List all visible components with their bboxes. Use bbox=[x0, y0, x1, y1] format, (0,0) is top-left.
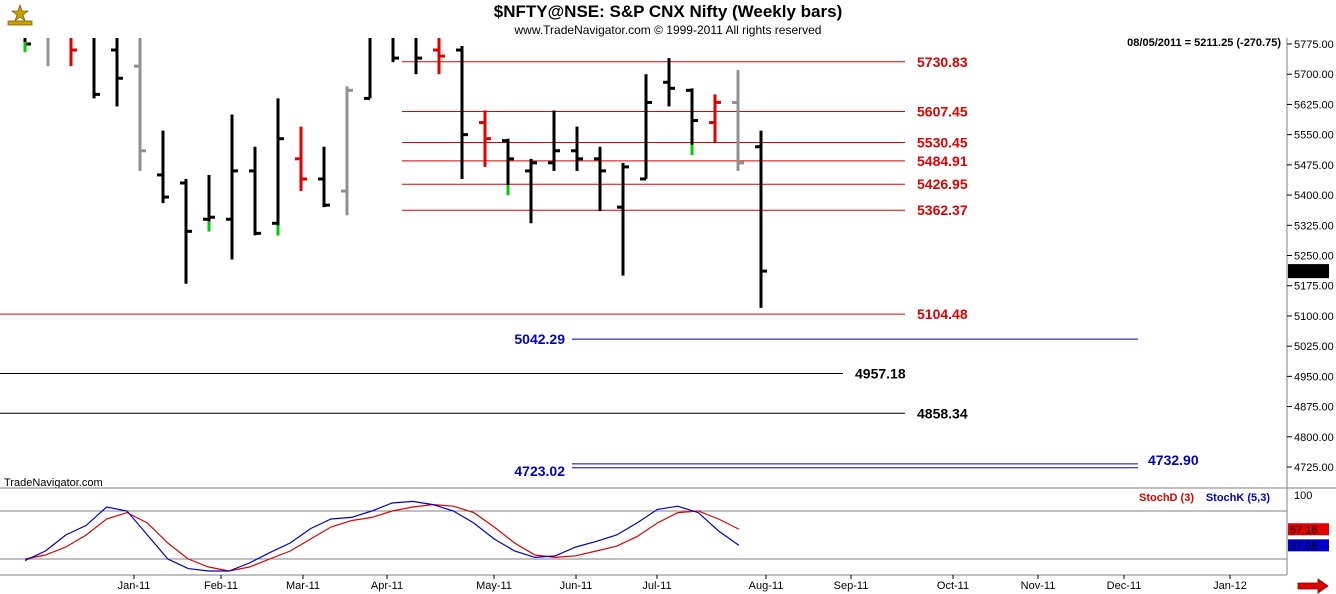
price-tick-label: 5175.00 bbox=[1294, 281, 1334, 293]
price-bar bbox=[341, 86, 353, 216]
stoch-tick-label: 100 bbox=[1294, 490, 1312, 502]
stochk-legend: StochK (5,3) bbox=[1206, 492, 1271, 504]
x-tick-label: Oct-11 bbox=[937, 580, 969, 592]
price-tick-label: 5625.00 bbox=[1294, 99, 1334, 111]
stochd-legend: StochD (3) bbox=[1139, 492, 1194, 504]
price-tick-label: 5250.00 bbox=[1294, 251, 1334, 263]
stoch-last-marker: 57.18 bbox=[1288, 523, 1329, 536]
level-label: 4723.02 bbox=[514, 463, 565, 479]
stochastic-panel: 100 57.18 37.08 bbox=[0, 488, 1329, 575]
price-bar bbox=[134, 38, 146, 171]
x-tick-label: Nov-11 bbox=[1021, 580, 1056, 592]
price-bar bbox=[295, 126, 307, 192]
x-tick-label: Apr-11 bbox=[371, 580, 403, 592]
price-tick-label: 4950.00 bbox=[1294, 371, 1334, 383]
price-bar bbox=[226, 114, 238, 260]
level-label: 5730.83 bbox=[917, 54, 968, 70]
x-tick-label: Feb-11 bbox=[204, 580, 238, 592]
price-tick-label: 5475.00 bbox=[1294, 160, 1334, 172]
price-panel bbox=[0, 38, 1287, 487]
price-bar bbox=[180, 178, 192, 284]
price-tick-label: 4725.00 bbox=[1294, 462, 1334, 474]
price-tick-label: 5700.00 bbox=[1294, 69, 1334, 81]
x-tick-label: May-11 bbox=[476, 580, 512, 592]
price-bar bbox=[456, 46, 468, 179]
price-bar bbox=[548, 110, 560, 171]
price-bar bbox=[203, 174, 215, 232]
level-label: 5362.37 bbox=[917, 202, 968, 218]
price-tick-label: 5100.00 bbox=[1294, 311, 1334, 323]
price-axis: 5775.00 5700.00 5625.00 5550.00 5475.00 5400.… bbox=[1286, 38, 1334, 575]
price-tick-label: 5400.00 bbox=[1294, 190, 1334, 202]
x-tick-label: Mar-11 bbox=[286, 580, 320, 592]
price-bar bbox=[732, 70, 744, 171]
x-tick-label: Aug-11 bbox=[749, 580, 784, 592]
level-label: 5426.95 bbox=[917, 176, 968, 192]
price-bar bbox=[69, 38, 77, 67]
stoch-series-line bbox=[24, 500, 740, 572]
price-tick-label: 5325.00 bbox=[1294, 220, 1334, 232]
price-bar bbox=[755, 130, 767, 308]
chart-copyright: www.TradeNavigator.com © 1999-2011 All r… bbox=[514, 23, 822, 37]
price-tick-label: 5550.00 bbox=[1294, 130, 1334, 142]
price-bar bbox=[686, 88, 698, 155]
price-bar bbox=[571, 126, 583, 171]
scroll-right-arrow-icon[interactable] bbox=[1297, 578, 1329, 594]
price-bar bbox=[318, 146, 330, 208]
level-label: 5104.48 bbox=[917, 306, 968, 322]
price-bar bbox=[111, 38, 123, 107]
last-price-label: 5211.25 bbox=[1290, 266, 1329, 278]
stoch-last-label: 37.08 bbox=[1290, 540, 1318, 552]
x-tick-label: Dec-11 bbox=[1107, 580, 1142, 592]
x-tick-label: Jul-11 bbox=[642, 580, 671, 592]
chart-title: $NFTY@NSE: S&P CNX Nifty (Weekly bars) bbox=[494, 2, 842, 21]
price-bar bbox=[594, 146, 606, 212]
level-label: 5484.91 bbox=[917, 153, 968, 169]
stoch-series-line bbox=[24, 503, 740, 572]
stoch-last-label: 57.18 bbox=[1290, 524, 1318, 536]
price-bar bbox=[433, 38, 445, 75]
x-tick-label: Jan-12 bbox=[1213, 580, 1247, 592]
price-bar bbox=[640, 74, 652, 181]
stoch-last-marker: 37.08 bbox=[1288, 539, 1329, 552]
price-bars bbox=[23, 38, 767, 308]
price-bar bbox=[502, 138, 514, 196]
price-bar bbox=[479, 110, 491, 167]
price-tick-label: 4800.00 bbox=[1294, 432, 1334, 444]
price-bar bbox=[272, 98, 284, 236]
level-label: 4732.90 bbox=[1148, 452, 1199, 468]
price-bar bbox=[391, 38, 399, 63]
price-bar bbox=[23, 38, 31, 53]
price-bar bbox=[249, 146, 261, 236]
price-bar bbox=[617, 162, 629, 276]
price-tick-label: 5025.00 bbox=[1294, 341, 1334, 353]
header: $NFTY@NSE: S&P CNX Nifty (Weekly bars) w… bbox=[4, 2, 842, 37]
level-label: 4957.18 bbox=[855, 365, 906, 381]
price-tick-label: 5775.00 bbox=[1294, 39, 1334, 51]
x-tick-label: Jan-11 bbox=[118, 580, 151, 592]
price-tick-label: 4875.00 bbox=[1294, 402, 1334, 414]
price-bar bbox=[663, 58, 675, 107]
price-bar bbox=[157, 130, 169, 204]
price-bar bbox=[525, 158, 537, 224]
price-bar bbox=[414, 38, 422, 75]
x-axis: Jan-11 Feb-11 Mar-11 Apr-11 May-11 Jun-11 Jul-… bbox=[118, 575, 1247, 592]
watermark-label: TradeNavigator.com bbox=[4, 477, 103, 489]
price-bar bbox=[364, 38, 372, 100]
last-info-label: 08/05/2011 = 5211.25 (-270.75) bbox=[1127, 37, 1281, 49]
level-label: 4858.34 bbox=[917, 405, 968, 421]
level-lines: 5730.83 5607.45 5530.45 5484.91 5426.95 5362.… bbox=[0, 54, 1199, 479]
x-tick-label: Sep-11 bbox=[834, 580, 869, 592]
last-price-marker: 5211.25 bbox=[1288, 264, 1329, 279]
level-label: 5042.29 bbox=[514, 331, 565, 347]
level-label: 5607.45 bbox=[917, 103, 968, 119]
price-bar bbox=[92, 38, 100, 99]
level-label: 5530.45 bbox=[917, 135, 968, 151]
logo-icon bbox=[4, 3, 36, 27]
price-bar bbox=[709, 94, 721, 143]
x-tick-label: Jun-11 bbox=[560, 580, 593, 592]
